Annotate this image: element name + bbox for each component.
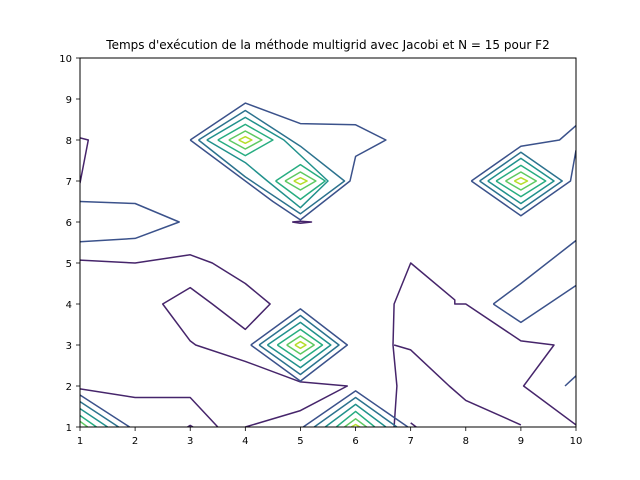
x-tick-label: 10 [570, 436, 583, 447]
contour-level-2-line-3 [313, 396, 398, 427]
contour-level-4-line-3 [276, 328, 324, 362]
contour-level-3-line-3 [324, 403, 387, 427]
contour-level-4-line-5 [80, 414, 97, 427]
x-tick-label: 6 [352, 436, 358, 447]
contour-level-5-line-5 [80, 420, 89, 427]
y-tick-label: 4 [66, 300, 72, 311]
y-tick-label: 2 [66, 382, 72, 393]
contour-level-5-line-4 [344, 418, 368, 427]
contour-level-4-line-4 [335, 410, 376, 427]
contour-level-1-line-5 [470, 125, 576, 182]
contour-level-0-line-4 [393, 344, 522, 426]
contour-level-1-line-8 [302, 390, 409, 427]
contour-level-1-line-3 [492, 284, 576, 324]
y-tick-label: 10 [59, 54, 72, 65]
contour-level-2-line-1 [479, 151, 563, 211]
contour-level-0-line-0 [80, 254, 349, 427]
plot-area [80, 58, 576, 427]
y-tick-label: 1 [66, 423, 72, 434]
contour-level-3-line-1 [487, 157, 555, 205]
contour-level-0-line-6 [80, 137, 90, 184]
x-tick-label: 7 [407, 436, 413, 447]
y-tick-label: 8 [66, 136, 72, 147]
contour-level-6-line-4 [350, 423, 361, 427]
contour-level-5-line-2 [505, 171, 538, 191]
chart-title: Temps d'exécution de la méthode multigri… [105, 38, 549, 52]
contour-level-4-line-0 [217, 123, 274, 157]
x-tick-label: 8 [463, 436, 469, 447]
contour-level-5-line-1 [284, 171, 317, 191]
contour-level-1-line-4 [564, 375, 576, 387]
y-axis: 1 2 3 4 5 6 7 8 9 10 [59, 54, 80, 434]
contour-level-1-line-0 [80, 200, 180, 243]
contour-level-1-line-7 [250, 308, 349, 382]
contour-level-0-line-7 [292, 220, 313, 224]
contour-level-6-line-1 [293, 176, 308, 186]
contour-level-1-line-2 [492, 239, 576, 305]
contour-level-1-line-1 [189, 102, 387, 221]
contour-level-1-line-9 [80, 394, 131, 427]
x-tick-label: 3 [187, 436, 193, 447]
contour-level-3-line-4 [80, 407, 109, 427]
contour-lines [80, 102, 576, 427]
x-axis: 1 2 3 4 5 6 7 8 9 10 [77, 427, 583, 447]
y-tick-label: 3 [66, 341, 72, 352]
y-tick-label: 7 [66, 177, 72, 188]
y-tick-label: 5 [66, 259, 72, 270]
contour-level-3-line-0 [206, 116, 329, 209]
contour-level-1-line-6 [470, 150, 576, 217]
contour-level-0-line-5 [410, 422, 417, 427]
contour-level-5-line-3 [286, 335, 315, 355]
x-tick-label: 1 [77, 436, 83, 447]
contour-level-0-line-2 [187, 424, 194, 427]
contour-level-3-line-2 [266, 321, 332, 369]
contour-level-2-line-4 [80, 400, 120, 427]
y-tick-label: 6 [66, 218, 72, 229]
x-tick-label: 2 [132, 436, 138, 447]
contour-level-6-line-2 [513, 176, 529, 186]
contour-level-0-line-1 [80, 388, 219, 427]
contour-level-4-line-1 [275, 163, 326, 201]
contour-level-4-line-2 [495, 164, 547, 198]
x-tick-label: 4 [242, 436, 248, 447]
plot-frame [79, 57, 577, 428]
x-tick-label: 9 [518, 436, 524, 447]
contour-level-2-line-2 [258, 314, 340, 376]
y-tick-label: 9 [66, 95, 72, 106]
contour-level-0-line-3 [392, 262, 576, 427]
contour-level-2-line-0 [198, 109, 346, 215]
contour-level-6-line-0 [238, 135, 253, 145]
contour-level-5-line-0 [228, 130, 263, 150]
contour-level-6-line-3 [294, 340, 307, 350]
x-tick-label: 5 [297, 436, 303, 447]
